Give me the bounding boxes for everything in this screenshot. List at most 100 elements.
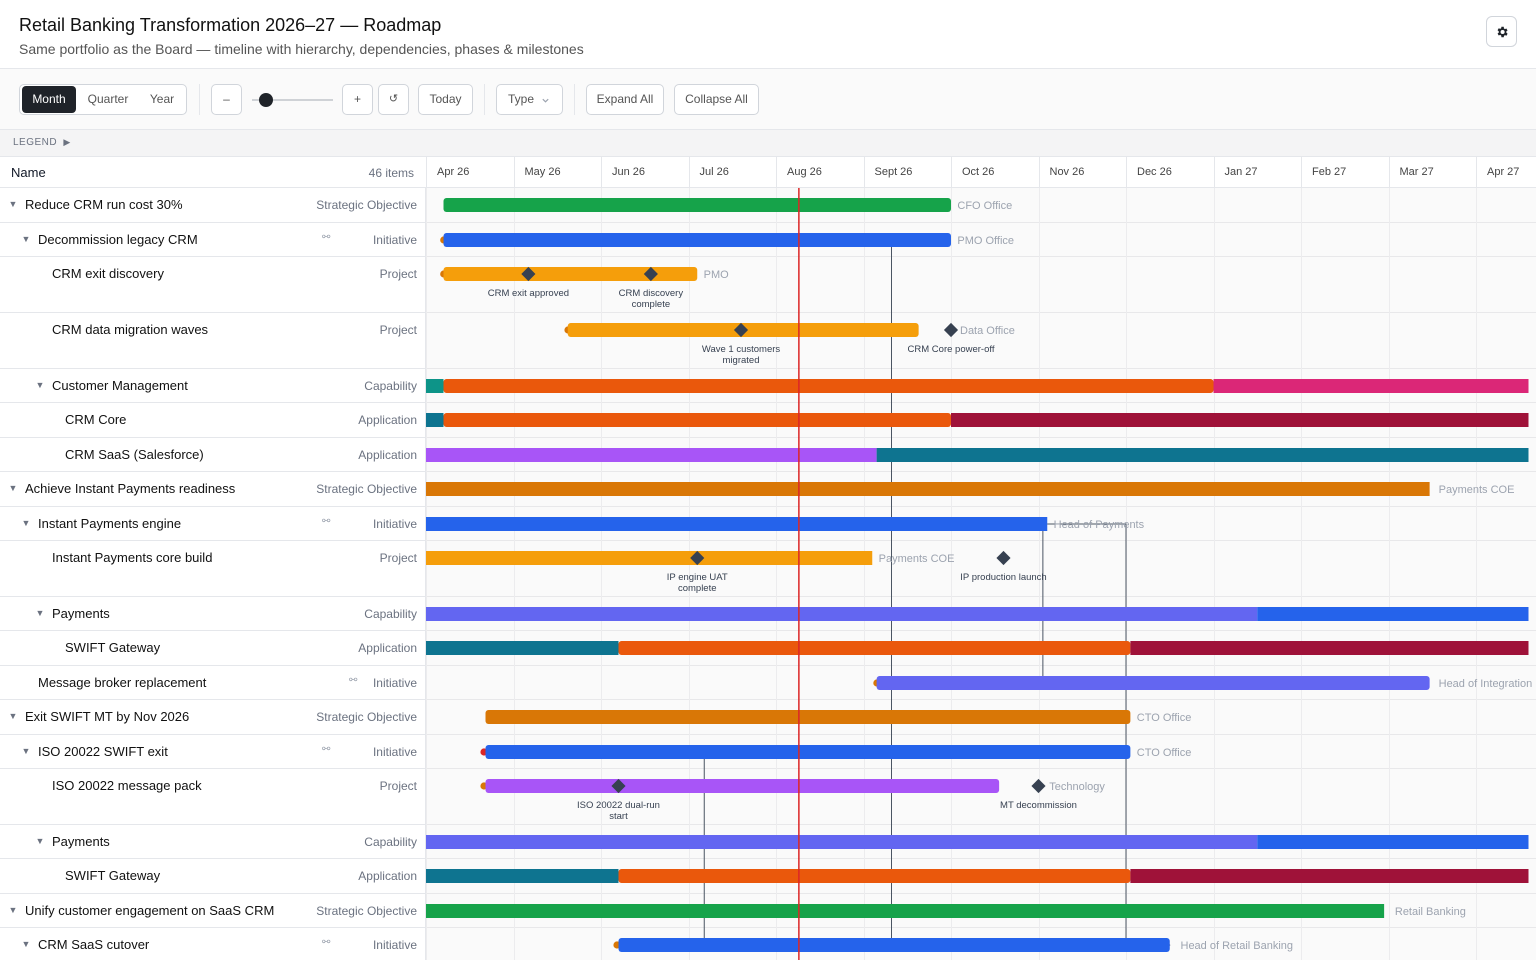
tree-row[interactable]: ▼ Unify customer engagement on SaaS CRM St… [0,894,426,928]
today-button[interactable]: Today [418,84,473,115]
milestone-diamond[interactable] [690,550,705,566]
tree-row[interactable]: SWIFT Gateway Application [0,631,426,666]
tree-row[interactable]: ▼ Customer Management Capability [0,369,426,403]
tree-row[interactable]: ▼ Payments Capability [0,825,426,859]
tree-row[interactable]: ▼ ISO 20022 SWIFT exit ⚯ Initiative [0,735,426,769]
month-label: Jan 27 [1224,166,1258,178]
expand-caret-icon[interactable]: ▼ [21,939,31,949]
gantt-bar[interactable] [1130,641,1529,655]
tree-row[interactable]: SWIFT Gateway Application [0,859,426,894]
gantt-bar[interactable] [1257,835,1529,849]
gantt-bar[interactable] [426,551,873,565]
timeline-row [426,188,1536,223]
gantt-row [426,869,1529,883]
row-name: ISO 20022 message pack [52,778,202,793]
row-type: Strategic Objective [316,198,417,212]
tree-row[interactable]: ▼ Achieve Instant Payments readiness Strat… [0,472,426,507]
milestone-diamond[interactable] [733,322,749,338]
gantt-bar[interactable] [1213,379,1529,393]
legend-toggle[interactable]: LEGEND ▶ [0,130,1536,157]
gantt-row: Head of Retail Banking [613,938,1293,952]
zoom-in-button[interactable]: + [342,84,373,115]
dependency-line[interactable] [1042,523,1145,687]
tree-row[interactable]: ▼ Decommission legacy CRM ⚯ Initiative [0,223,426,257]
settings-button[interactable] [1486,16,1517,47]
gantt-bar[interactable] [426,835,1258,849]
type-filter-dropdown[interactable]: Type [496,84,563,115]
gantt-row [426,607,1529,621]
gantt-bar[interactable] [443,267,698,281]
gantt-bar[interactable] [426,869,619,883]
collapse-all-button[interactable]: Collapse All [674,84,759,115]
gantt-bar[interactable] [1130,869,1529,883]
milestone-diamond[interactable] [1031,778,1046,794]
gantt-bar[interactable] [443,198,952,212]
expand-caret-icon[interactable]: ▼ [35,836,45,846]
gantt-bar[interactable] [426,517,1048,531]
scale-year-button[interactable]: Year [149,92,175,106]
gantt-bar[interactable] [426,413,444,427]
gantt-bar[interactable] [426,448,877,462]
expand-caret-icon[interactable]: ▼ [8,711,18,721]
gantt-bar[interactable] [618,641,1131,655]
tree-row[interactable]: ▼ CRM SaaS cutover ⚯ Initiative [0,928,426,960]
zoom-slider-handle[interactable] [259,93,274,107]
zoom-out-button[interactable]: – [211,84,242,115]
milestone-diamond[interactable] [943,322,959,338]
gantt-bar[interactable] [443,233,952,247]
gantt-bar[interactable] [426,641,619,655]
gantt-bar[interactable] [426,482,1430,496]
tree-row[interactable]: CRM exit discovery Project [0,257,426,313]
tree-row[interactable]: ▼ Reduce CRM run cost 30% Strategic Object… [0,188,426,223]
gantt-bar[interactable] [876,448,1529,462]
row-type: Project [379,267,417,281]
reset-zoom-button[interactable]: ↺ [378,84,409,115]
milestone-diamond[interactable] [611,778,626,794]
tree-row[interactable]: ▼ Payments Capability [0,597,426,631]
gantt-bar[interactable] [485,745,1131,759]
expand-caret-icon[interactable]: ▼ [21,234,31,244]
milestone-diamond[interactable] [521,266,536,282]
gantt-bar[interactable] [618,869,1131,883]
tree-row[interactable]: CRM data migration waves Project [0,313,426,369]
tree-row[interactable]: Instant Payments core build Project [0,541,426,597]
gantt-bar[interactable] [426,607,1258,621]
row-name: Payments [52,834,110,849]
gantt-bar[interactable] [876,676,1430,690]
gantt-bar[interactable] [951,413,1529,427]
zoom-slider[interactable] [252,99,333,101]
gantt-bar[interactable] [1257,607,1529,621]
gantt-bar[interactable] [426,379,444,393]
expand-all-button[interactable]: Expand All [586,84,664,115]
milestone-diamond[interactable] [643,266,658,282]
tree-row[interactable]: ▼ Exit SWIFT MT by Nov 2026 Strategic Obje… [0,700,426,735]
gantt-row: Payments COE [426,482,1514,496]
gantt-bar[interactable] [485,710,1131,724]
milestone-label: IP engine UAT [667,572,728,583]
milestone-diamond[interactable] [996,550,1011,566]
name-column-header[interactable]: Name [11,165,46,180]
scale-month-button[interactable]: Month [22,86,76,113]
gantt-bar[interactable] [618,938,1170,952]
tree-row[interactable]: ISO 20022 message pack Project [0,769,426,825]
tree-row[interactable]: CRM Core Application [0,403,426,438]
month-header-cell: Mar 27 [1388,157,1477,188]
expand-caret-icon[interactable]: ▼ [8,199,18,209]
gantt-row [426,448,1529,462]
expand-caret-icon[interactable]: ▼ [21,746,31,756]
scale-quarter-button[interactable]: Quarter [87,92,129,106]
tree-row[interactable]: ▼ Instant Payments engine ⚯ Initiative [0,507,426,541]
expand-caret-icon[interactable]: ▼ [35,608,45,618]
gantt-bar[interactable] [426,904,1385,918]
expand-caret-icon[interactable]: ▼ [8,905,18,915]
expand-caret-icon[interactable]: ▼ [21,518,31,528]
tree-row[interactable]: CRM SaaS (Salesforce) Application [0,438,426,472]
gantt-bar[interactable] [443,379,1214,393]
tree-row[interactable]: Message broker replacement ⚯ Initiative [0,666,426,700]
gantt-bar[interactable] [443,413,952,427]
expand-caret-icon[interactable]: ▼ [8,483,18,493]
page-header: Retail Banking Transformation 2026–27 — … [0,0,1536,69]
expand-caret-icon[interactable]: ▼ [35,380,45,390]
gantt-bar[interactable] [485,779,1000,793]
month-header-cell: Nov 26 [1038,157,1127,188]
